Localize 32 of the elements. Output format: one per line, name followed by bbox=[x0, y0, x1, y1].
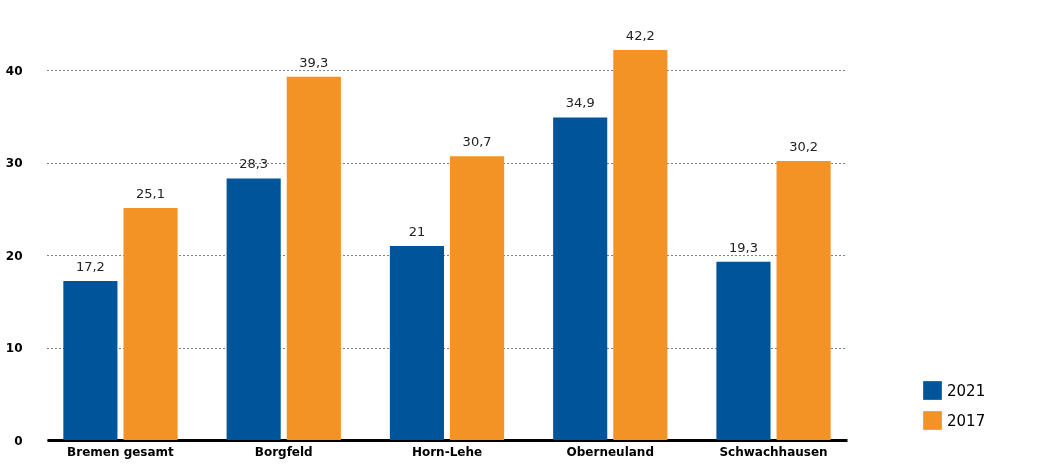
y-tick-label: 0 bbox=[14, 433, 23, 448]
data-label: 19,3 bbox=[728, 239, 758, 255]
data-label: 21 bbox=[408, 223, 426, 239]
bar bbox=[716, 261, 771, 440]
bar bbox=[123, 208, 178, 440]
data-label: 28,3 bbox=[239, 156, 269, 172]
legend-label: 2017 bbox=[947, 411, 986, 430]
data-label: 39,3 bbox=[299, 54, 329, 70]
x-tick-label: Oberneuland bbox=[566, 444, 654, 459]
y-tick-label: 20 bbox=[5, 248, 23, 263]
legend-label: 2021 bbox=[947, 381, 986, 400]
y-tick-label: 40 bbox=[5, 63, 23, 78]
bar bbox=[553, 117, 608, 440]
bar bbox=[286, 76, 341, 440]
bar bbox=[226, 178, 281, 440]
bar bbox=[613, 50, 668, 440]
x-tick-label: Schwachhausen bbox=[719, 444, 828, 459]
data-label: 42,2 bbox=[625, 28, 655, 43]
data-label: 30,2 bbox=[789, 138, 819, 154]
data-label: 25,1 bbox=[136, 186, 166, 202]
data-label: 17,2 bbox=[75, 259, 105, 275]
data-label: 30,7 bbox=[462, 134, 492, 150]
x-tick-label: Borgfeld bbox=[254, 444, 313, 459]
bar bbox=[389, 245, 444, 440]
bar bbox=[450, 156, 505, 440]
bar bbox=[63, 281, 118, 440]
y-tick-label: 10 bbox=[5, 341, 23, 356]
y-tick-label: 30 bbox=[5, 156, 23, 171]
bar bbox=[776, 160, 831, 440]
x-tick-label: Horn-Lehe bbox=[411, 444, 483, 459]
data-label: 34,9 bbox=[565, 95, 595, 111]
x-tick-label: Bremen gesamt bbox=[67, 444, 175, 459]
